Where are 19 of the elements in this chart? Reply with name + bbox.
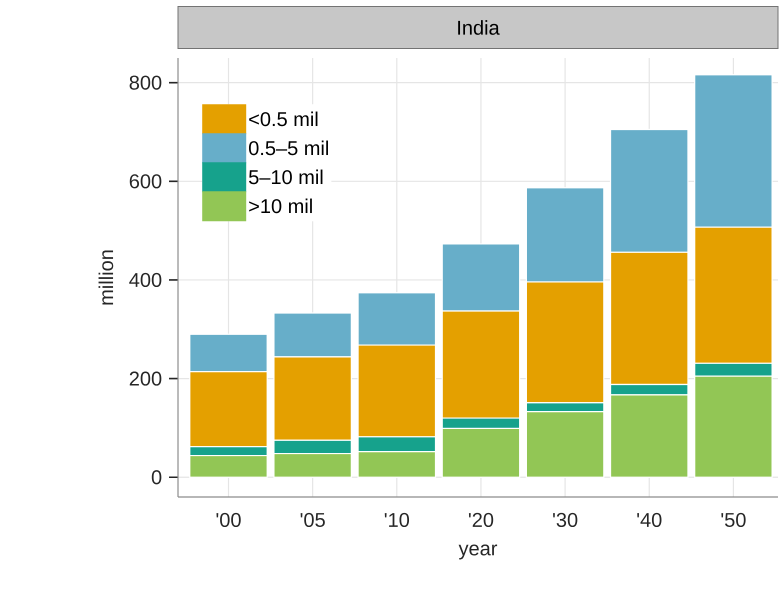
y-tick-label: 0: [152, 470, 162, 484]
legend-label: 0.5–5 mil: [248, 140, 328, 156]
y-axis-title: million: [98, 250, 114, 304]
x-tick-label: '50: [721, 512, 746, 528]
x-tick-label: '40: [637, 512, 662, 528]
x-tick-label: '00: [216, 512, 241, 528]
x-tick-label: '30: [553, 512, 578, 528]
x-tick-label: '05: [300, 512, 325, 528]
x-tick-label: '10: [384, 512, 410, 528]
legend-label: >10 mil: [249, 198, 312, 214]
chart-title: India: [458, 20, 500, 35]
legend-label: <0.5 mil: [249, 112, 318, 126]
x-axis-title: year: [458, 544, 498, 560]
y-tick-label: 200: [130, 372, 162, 386]
x-tick-label: '20: [468, 512, 494, 528]
legend-label: 5–10 mil: [249, 170, 322, 184]
y-tick-label: 600: [130, 174, 162, 188]
y-tick-label: 800: [130, 76, 162, 90]
y-tick-label: 400: [129, 272, 162, 288]
